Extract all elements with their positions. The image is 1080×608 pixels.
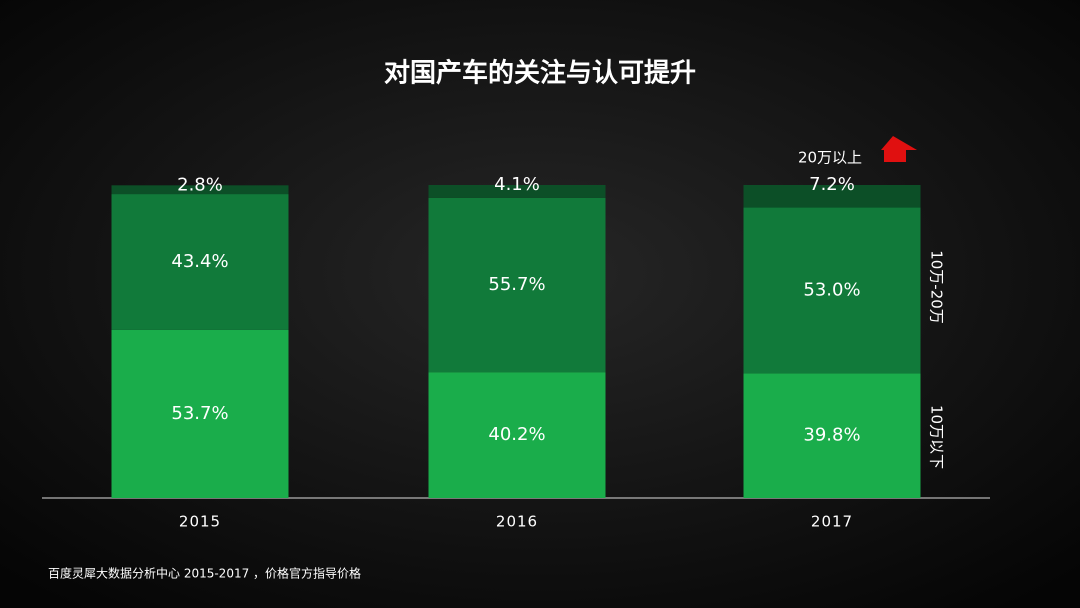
value-label: 53.0% [803,279,860,300]
value-label: 55.7% [488,274,545,295]
legend-label: 20万以上 [798,149,862,167]
value-label: 40.2% [488,424,545,445]
bar-segment [743,207,921,374]
source-note: 百度灵犀大数据分析中心 2015-2017 ，价格官方指导价格 [48,566,361,581]
bar-segment [111,194,289,330]
legend-label: 10万-20万 [928,250,946,324]
up-arrow [881,136,917,162]
value-label: 43.4% [171,251,228,272]
value-label: 2.8% [177,174,223,195]
bar-segment [428,372,606,498]
bar-segment [743,185,921,208]
bar-segment [111,329,289,498]
x-tick-label: 2016 [496,513,538,531]
bar-segment [428,197,606,373]
legend-label: 10万以下 [928,405,946,469]
chart-title: 对国产车的关注与认可提升 [384,58,696,89]
x-tick-label: 2017 [811,513,853,531]
bar-segment [111,185,289,195]
x-tick-label: 2015 [179,513,221,531]
value-label: 53.7% [171,403,228,424]
value-label: 7.2% [809,174,855,195]
bar-segment [743,373,921,498]
value-label: 4.1% [494,174,540,195]
value-label: 39.8% [803,425,860,446]
bar-segment [428,185,606,198]
